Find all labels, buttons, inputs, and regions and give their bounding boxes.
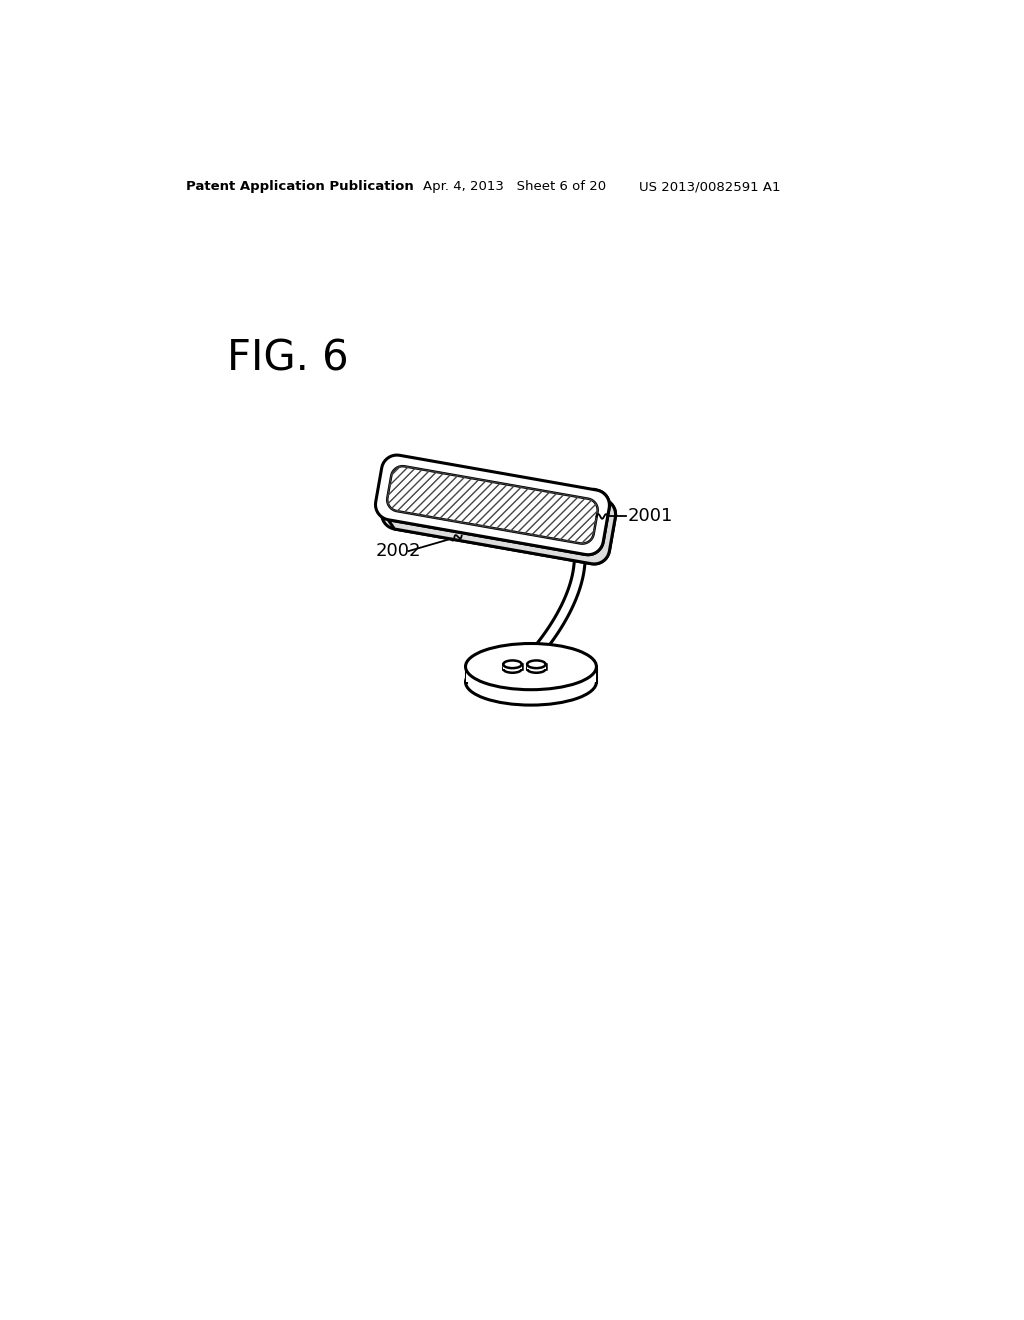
Ellipse shape	[503, 665, 521, 673]
Polygon shape	[387, 466, 598, 544]
Polygon shape	[388, 490, 615, 564]
Ellipse shape	[527, 660, 546, 668]
Polygon shape	[527, 527, 585, 663]
Ellipse shape	[466, 659, 596, 705]
Text: Patent Application Publication: Patent Application Publication	[186, 181, 414, 194]
Polygon shape	[466, 667, 596, 682]
Ellipse shape	[466, 644, 596, 690]
Text: Apr. 4, 2013   Sheet 6 of 20: Apr. 4, 2013 Sheet 6 of 20	[423, 181, 606, 194]
Ellipse shape	[503, 660, 521, 668]
Ellipse shape	[527, 665, 546, 673]
Polygon shape	[527, 664, 546, 669]
Text: 2001: 2001	[628, 507, 673, 525]
Polygon shape	[503, 664, 521, 669]
Text: US 2013/0082591 A1: US 2013/0082591 A1	[639, 181, 780, 194]
Polygon shape	[376, 455, 609, 554]
Text: FIG. 6: FIG. 6	[226, 338, 348, 380]
Polygon shape	[382, 465, 615, 564]
Text: 2002: 2002	[376, 543, 421, 560]
